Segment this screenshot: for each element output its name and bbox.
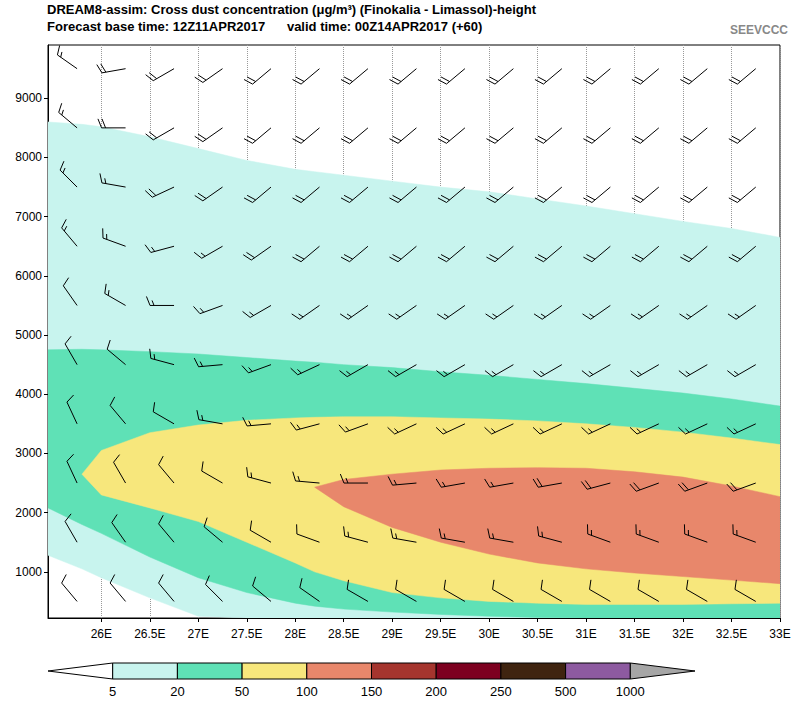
svg-text:30.5E: 30.5E xyxy=(522,627,553,641)
svg-text:20: 20 xyxy=(170,684,184,699)
svg-text:5: 5 xyxy=(109,684,116,699)
svg-text:28.5E: 28.5E xyxy=(328,627,359,641)
svg-text:1000: 1000 xyxy=(15,565,42,579)
svg-text:29.5E: 29.5E xyxy=(425,627,456,641)
svg-text:500: 500 xyxy=(555,684,577,699)
svg-text:250: 250 xyxy=(490,684,512,699)
svg-text:32.5E: 32.5E xyxy=(716,627,747,641)
svg-text:1000: 1000 xyxy=(616,684,645,699)
svg-text:50: 50 xyxy=(235,684,249,699)
svg-text:7000: 7000 xyxy=(15,210,42,224)
svg-text:8000: 8000 xyxy=(15,150,42,164)
svg-text:9000: 9000 xyxy=(15,91,42,105)
svg-text:2000: 2000 xyxy=(15,506,42,520)
svg-text:28E: 28E xyxy=(285,627,306,641)
svg-text:SEEVCCC: SEEVCCC xyxy=(730,23,788,37)
svg-text:31E: 31E xyxy=(575,627,596,641)
svg-text:27E: 27E xyxy=(188,627,209,641)
svg-text:26.5E: 26.5E xyxy=(134,627,165,641)
svg-text:150: 150 xyxy=(361,684,383,699)
svg-text:DREAM8-assim: Cross dust conce: DREAM8-assim: Cross dust concentration (… xyxy=(47,2,537,17)
svg-text:100: 100 xyxy=(296,684,318,699)
svg-text:29E: 29E xyxy=(382,627,403,641)
svg-text:Forecast base time: 12Z11APR20: Forecast base time: 12Z11APR2017 valid t… xyxy=(47,19,482,34)
svg-text:30E: 30E xyxy=(478,627,499,641)
svg-text:4000: 4000 xyxy=(15,387,42,401)
svg-text:200: 200 xyxy=(425,684,447,699)
svg-text:31.5E: 31.5E xyxy=(619,627,650,641)
svg-text:3000: 3000 xyxy=(15,446,42,460)
svg-text:26E: 26E xyxy=(91,627,112,641)
svg-text:33E: 33E xyxy=(769,627,790,641)
svg-text:27.5E: 27.5E xyxy=(231,627,262,641)
svg-text:6000: 6000 xyxy=(15,269,42,283)
svg-text:32E: 32E xyxy=(672,627,693,641)
svg-text:5000: 5000 xyxy=(15,328,42,342)
